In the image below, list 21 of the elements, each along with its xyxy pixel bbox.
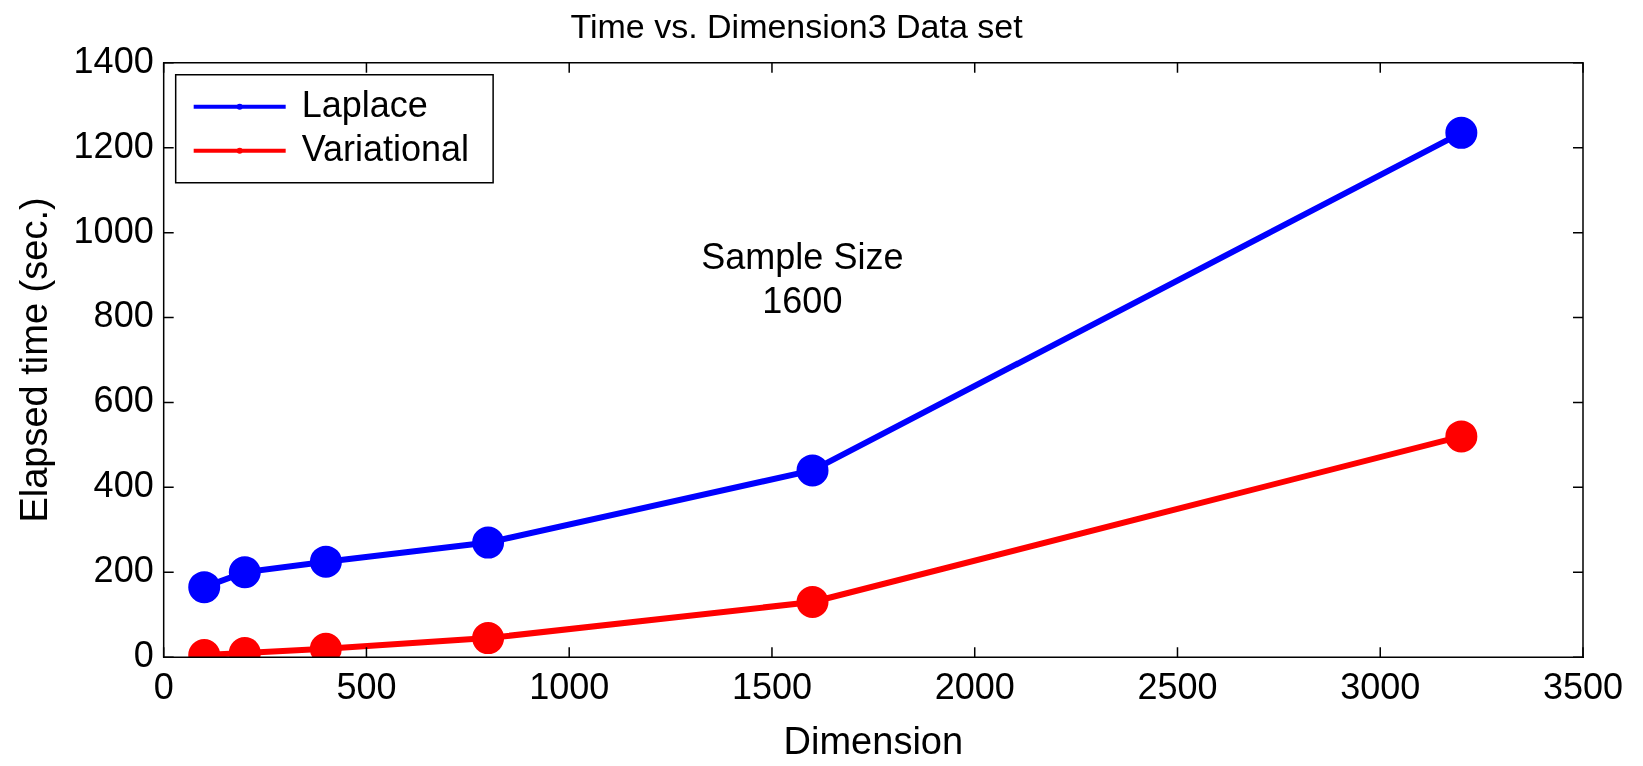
y-tick-label: 1200 bbox=[73, 124, 154, 166]
x-axis-title: Dimension bbox=[783, 719, 964, 762]
x-tick-label: 3000 bbox=[1340, 665, 1421, 707]
annotation: Sample Size 1600 bbox=[701, 235, 904, 321]
y-tick-label: 200 bbox=[93, 549, 154, 591]
y-tick-label: 1000 bbox=[73, 209, 154, 251]
legend-label: Laplace bbox=[301, 83, 428, 125]
chart-title: Time vs. Dimension3 Data set bbox=[570, 6, 1024, 45]
x-tick-label: 500 bbox=[336, 665, 397, 707]
x-tick-label: 2500 bbox=[1137, 665, 1218, 707]
y-tick-label: 400 bbox=[93, 464, 154, 506]
y-tick-label: 800 bbox=[93, 294, 154, 336]
y-tick-label: 0 bbox=[133, 634, 154, 676]
x-tick-label: 1500 bbox=[731, 665, 813, 707]
legend-label: Variational bbox=[301, 127, 470, 169]
x-tick-label: 2000 bbox=[934, 665, 1015, 707]
x-tick-label: 3500 bbox=[1542, 665, 1624, 707]
y-tick-label: 1400 bbox=[73, 39, 154, 81]
y-axis-title: Elapsed time (sec.) bbox=[13, 197, 56, 523]
y-tick-label: 600 bbox=[93, 379, 154, 421]
x-tick-label: 1000 bbox=[529, 665, 610, 707]
